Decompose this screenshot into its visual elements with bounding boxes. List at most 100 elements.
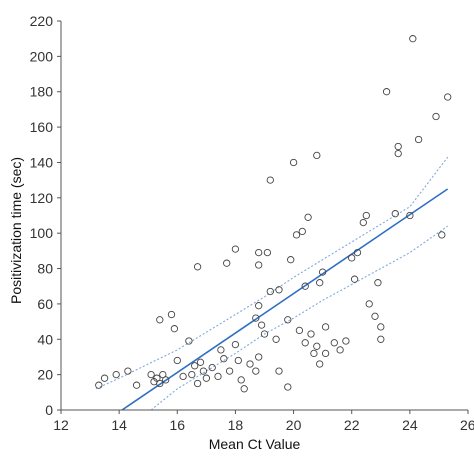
- data-point: [316, 279, 324, 287]
- data-point: [406, 211, 414, 220]
- data-point: [220, 355, 228, 363]
- data-point: [191, 362, 199, 370]
- y-tick-label: 40: [37, 331, 53, 347]
- y-tick-label: 160: [30, 119, 54, 135]
- data-point: [266, 287, 274, 296]
- data-point: [257, 321, 266, 329]
- data-point: [188, 370, 196, 379]
- data-point: [100, 374, 109, 382]
- data-point: [444, 93, 452, 101]
- data-point: [167, 310, 176, 319]
- data-point: [275, 286, 283, 294]
- data-point: [156, 316, 164, 324]
- data-point: [255, 261, 263, 269]
- data-point: [292, 231, 301, 239]
- data-point: [208, 363, 216, 372]
- data-point: [365, 300, 373, 308]
- data-point: [330, 339, 338, 347]
- tick-labels-group: 12 14 16 18 20 22 24 26 0 20 40 60 80 100 120 140 160 180…: [30, 13, 474, 433]
- data-point: [432, 112, 440, 121]
- data-point: [362, 211, 370, 220]
- data-point: [316, 360, 324, 368]
- data-point: [313, 151, 321, 160]
- data-point: [353, 248, 362, 257]
- data-point: [359, 218, 367, 227]
- data-point: [147, 370, 155, 379]
- data-point: [304, 213, 312, 221]
- data-point: [284, 383, 292, 391]
- data-point: [266, 176, 274, 184]
- data-point: [223, 259, 231, 267]
- ci-upper-line: [95, 156, 449, 390]
- data-point: [438, 231, 446, 239]
- y-tick-label: 220: [30, 13, 54, 29]
- data-point: [179, 372, 187, 381]
- y-tick-label: 0: [45, 402, 53, 418]
- y-tick-label: 100: [30, 225, 54, 241]
- data-point: [414, 135, 423, 144]
- confidence-band-group: [95, 156, 449, 411]
- data-point: [156, 379, 164, 388]
- data-point: [170, 325, 179, 333]
- data-point: [246, 360, 254, 368]
- data-point: [307, 330, 315, 338]
- y-tick-label: 200: [30, 48, 54, 64]
- data-point: [391, 210, 399, 218]
- data-point: [217, 346, 225, 354]
- data-point: [336, 346, 344, 354]
- regression-line-group: [121, 188, 449, 411]
- data-point: [252, 367, 260, 375]
- data-point: [275, 367, 283, 375]
- data-point: [409, 35, 417, 43]
- data-point: [202, 374, 211, 382]
- x-tick-label: 22: [344, 417, 360, 433]
- data-point: [350, 275, 359, 283]
- data-point: [112, 370, 120, 379]
- data-point: [394, 142, 402, 151]
- data-point: [382, 88, 391, 96]
- x-tick-label: 20: [286, 417, 302, 433]
- data-point: [301, 339, 309, 347]
- data-point: [173, 356, 181, 365]
- y-tick-label: 140: [30, 154, 54, 170]
- data-point: [377, 335, 385, 343]
- x-tick-label: 26: [460, 417, 474, 433]
- x-tick-label: 16: [169, 417, 185, 433]
- data-point: [231, 340, 240, 349]
- data-point: [272, 335, 280, 343]
- data-point: [132, 381, 141, 389]
- data-point: [196, 358, 205, 366]
- data-point: [377, 323, 385, 331]
- data-point: [321, 349, 330, 358]
- y-tick-label: 20: [37, 367, 53, 383]
- regression-line: [121, 188, 449, 411]
- data-point: [301, 282, 309, 290]
- ci-lower-line: [150, 225, 449, 411]
- data-point: [214, 372, 222, 381]
- y-tick-label: 60: [37, 296, 53, 312]
- x-tick-label: 24: [402, 417, 418, 433]
- data-point: [124, 367, 132, 375]
- data-point: [284, 316, 292, 324]
- data-point: [318, 268, 327, 276]
- data-point: [255, 248, 263, 257]
- data-point: [185, 337, 193, 345]
- y-tick-label: 180: [30, 84, 54, 100]
- y-tick-label: 120: [30, 190, 54, 206]
- data-point: [371, 312, 379, 320]
- data-point: [394, 149, 402, 158]
- data-point: [374, 279, 382, 287]
- data-point: [231, 245, 240, 253]
- data-point: [295, 326, 304, 335]
- data-point: [162, 376, 170, 384]
- data-point: [313, 342, 321, 350]
- data-point: [289, 158, 298, 167]
- data-point: [255, 353, 263, 361]
- data-point: [199, 367, 208, 375]
- x-tick-label: 12: [53, 417, 69, 433]
- data-point: [298, 227, 306, 236]
- y-tick-label: 80: [37, 261, 53, 277]
- x-tick-label: 14: [111, 417, 127, 433]
